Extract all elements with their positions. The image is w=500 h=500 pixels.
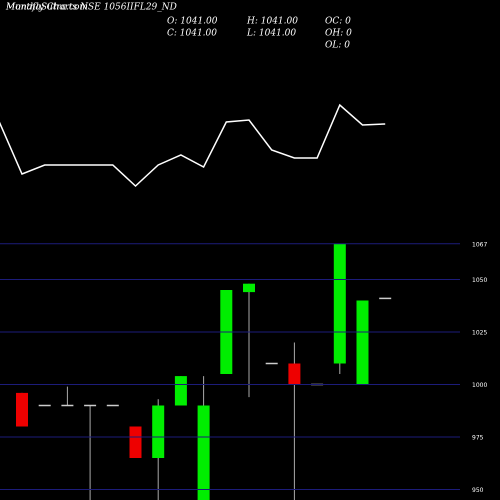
- chart-title: Monthly Charts NSE 1056IIFL29_ND: [5, 3, 177, 13]
- y-tick-label: 975: [472, 435, 484, 442]
- y-tick-label: 950: [472, 487, 484, 494]
- ohlc-info: C: 1041.00: [167, 29, 217, 39]
- y-tick-label: 1025: [472, 330, 487, 337]
- candle-body: [38, 404, 51, 407]
- y-tick-label: 1067: [472, 241, 487, 248]
- price-plot: [16, 243, 392, 500]
- ohlc-info: OL: 0: [325, 41, 350, 51]
- indicator-line: [0, 103, 386, 188]
- candle-body: [129, 426, 142, 458]
- candle-body: [106, 404, 119, 407]
- y-tick-label: 1000: [472, 382, 487, 389]
- brand: MunafaSutra.com: [5, 3, 88, 13]
- candle-body: [379, 297, 392, 300]
- candle-body: [288, 363, 301, 385]
- ohlc-info: O: 1041.00: [167, 17, 218, 27]
- candle-body: [84, 404, 97, 407]
- ohlc-info: OH: 0: [325, 29, 352, 39]
- candle-body: [197, 405, 210, 500]
- candle-body: [174, 376, 187, 406]
- ohlc-info: H: 1041.00: [246, 17, 298, 27]
- candle-body: [61, 404, 74, 407]
- ohlc-info: OC: 0: [325, 17, 351, 27]
- candle-body: [333, 243, 346, 364]
- ohlc-info: L: 1041.00: [246, 29, 296, 39]
- candle-body: [16, 392, 28, 427]
- candle-body: [152, 405, 165, 458]
- candle-body: [265, 362, 278, 365]
- y-tick-label: 1050: [472, 277, 487, 284]
- candle-body: [356, 300, 369, 385]
- candle-body: [243, 283, 255, 293]
